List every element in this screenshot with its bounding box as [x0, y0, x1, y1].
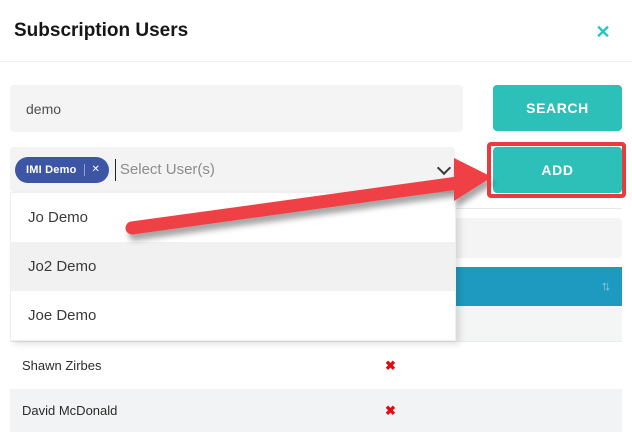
sort-desc-icon: ↓	[604, 278, 611, 293]
dropdown-option[interactable]: Joe Demo	[11, 291, 455, 340]
search-button[interactable]: SEARCH	[493, 85, 622, 131]
user-name: Shawn Zirbes	[22, 358, 102, 373]
sort-asc-icon: ↑	[601, 278, 607, 293]
chevron-down-icon	[439, 163, 449, 173]
chip-label: IMI Demo	[26, 163, 77, 176]
modal-title: Subscription Users	[14, 20, 189, 41]
text-caret	[114, 158, 116, 181]
selected-user-chip: IMI Demo ✕	[15, 156, 109, 183]
user-name: David McDonald	[22, 403, 118, 418]
select-placeholder: Select User(s)	[119, 161, 215, 178]
user-select-dropdown: Jo Demo Jo2 Demo Joe Demo	[10, 192, 456, 341]
table-row: Shawn Zirbes ✖	[10, 341, 622, 389]
table-row: David McDonald ✖	[10, 389, 622, 432]
user-select-control[interactable]: IMI Demo ✕ Select User(s)	[10, 147, 455, 192]
modal-header: Subscription Users ✕	[0, 0, 632, 62]
dropdown-option[interactable]: Jo2 Demo	[11, 242, 455, 291]
close-icon[interactable]: ✕	[590, 19, 616, 45]
add-button[interactable]: ADD	[493, 147, 622, 193]
delete-user-icon[interactable]: ✖	[385, 402, 396, 418]
sort-icon[interactable]: ↑↓	[601, 278, 611, 293]
chip-remove-icon[interactable]: ✕	[91, 164, 100, 175]
chip-separator	[83, 163, 85, 176]
dropdown-option[interactable]: Jo Demo	[11, 193, 455, 242]
search-input[interactable]	[10, 85, 463, 132]
delete-user-icon[interactable]: ✖	[385, 357, 396, 373]
